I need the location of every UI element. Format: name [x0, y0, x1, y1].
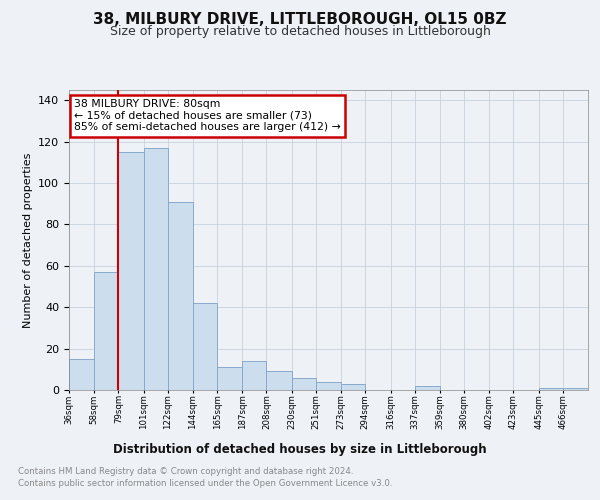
Y-axis label: Number of detached properties: Number of detached properties — [23, 152, 32, 328]
Bar — [539, 388, 563, 390]
Bar — [118, 152, 143, 390]
Bar — [168, 202, 193, 390]
Bar — [316, 382, 341, 390]
Text: 38 MILBURY DRIVE: 80sqm
← 15% of detached houses are smaller (73)
85% of semi-de: 38 MILBURY DRIVE: 80sqm ← 15% of detache… — [74, 99, 341, 132]
Bar — [217, 367, 242, 390]
Text: Distribution of detached houses by size in Littleborough: Distribution of detached houses by size … — [113, 442, 487, 456]
Text: Contains public sector information licensed under the Open Government Licence v3: Contains public sector information licen… — [18, 479, 392, 488]
Bar — [266, 372, 292, 390]
Bar — [143, 148, 168, 390]
Bar — [292, 378, 316, 390]
Text: Contains HM Land Registry data © Crown copyright and database right 2024.: Contains HM Land Registry data © Crown c… — [18, 468, 353, 476]
Bar — [193, 303, 217, 390]
Text: 38, MILBURY DRIVE, LITTLEBOROUGH, OL15 0BZ: 38, MILBURY DRIVE, LITTLEBOROUGH, OL15 0… — [93, 12, 507, 28]
Bar — [415, 386, 440, 390]
Bar — [94, 272, 118, 390]
Bar — [242, 361, 266, 390]
Text: Size of property relative to detached houses in Littleborough: Size of property relative to detached ho… — [110, 25, 490, 38]
Bar — [69, 359, 94, 390]
Bar — [341, 384, 365, 390]
Bar — [563, 388, 588, 390]
